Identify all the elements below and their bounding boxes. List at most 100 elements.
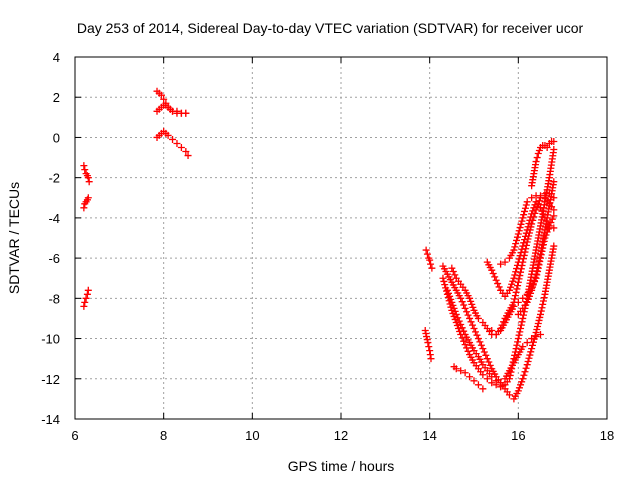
data-point-interp	[467, 318, 475, 326]
data-point-interp	[471, 328, 479, 336]
data-point-interp	[534, 263, 542, 271]
data-point	[452, 310, 460, 318]
data-point	[457, 320, 465, 328]
data-point	[427, 260, 435, 268]
data-point-interp	[480, 348, 488, 356]
data-point-interp	[539, 300, 547, 308]
series-6	[153, 127, 192, 160]
data-point-interp	[463, 308, 471, 316]
data-point-interp	[447, 295, 455, 303]
data-point-interp	[529, 280, 537, 288]
data-point-interp	[515, 227, 523, 235]
data-point	[519, 294, 527, 302]
data-point	[177, 144, 185, 151]
data-point	[550, 137, 558, 145]
data-point-interp	[467, 297, 475, 305]
data-point-interp	[517, 321, 525, 329]
series-1	[80, 162, 93, 186]
data-point-interp	[521, 368, 529, 376]
data-point-interp	[524, 235, 532, 243]
series-15	[488, 190, 558, 339]
data-point	[470, 377, 478, 385]
data-point	[510, 298, 518, 306]
data-point-interp	[513, 341, 521, 349]
data-point	[492, 276, 500, 284]
data-point-interp	[534, 319, 542, 327]
data-point	[466, 294, 474, 302]
data-point-interp	[451, 271, 459, 279]
data-point	[483, 355, 491, 363]
data-point	[474, 381, 482, 389]
data-point-interp	[516, 272, 524, 280]
data-point	[461, 341, 469, 349]
data-point	[461, 369, 469, 377]
data-point-interp	[515, 275, 523, 283]
chart-title: Day 253 of 2014, Sidereal Day-to-day VTE…	[77, 20, 584, 36]
data-point-interp	[526, 351, 534, 359]
data-point-interp	[449, 301, 457, 309]
data-point	[532, 158, 540, 166]
data-point-interp	[533, 154, 541, 162]
x-axis-label: GPS time / hours	[288, 458, 395, 474]
data-point	[427, 355, 435, 363]
data-point-interp	[518, 318, 526, 326]
series-18	[514, 178, 558, 318]
data-point-interp	[454, 314, 462, 322]
data-point-interp	[529, 216, 537, 224]
data-point-interp	[513, 236, 521, 244]
data-point-interp	[534, 200, 542, 208]
series-8	[421, 327, 435, 363]
x-tick-label: 16	[511, 428, 525, 443]
y-tick-label: -2	[48, 171, 60, 186]
data-point	[528, 194, 536, 202]
data-point	[164, 131, 172, 139]
data-point	[519, 258, 527, 266]
data-point-interp	[498, 321, 506, 329]
data-point	[532, 333, 540, 341]
data-point	[80, 162, 88, 170]
data-point-interp	[521, 248, 529, 256]
data-point-interp	[423, 336, 431, 344]
data-point-interp	[451, 307, 459, 315]
data-point-interp	[507, 283, 515, 291]
data-point-interp	[531, 209, 539, 217]
y-tick-label: -8	[48, 291, 60, 306]
data-point-interp	[454, 325, 462, 332]
data-point-interp	[486, 361, 494, 369]
data-points	[80, 87, 558, 403]
data-point	[528, 335, 536, 343]
data-point-interp	[535, 147, 543, 155]
data-point	[479, 385, 487, 393]
series-13	[448, 212, 558, 339]
data-point	[514, 230, 522, 238]
data-point-interp	[535, 257, 543, 265]
data-point	[519, 375, 527, 383]
data-point-interp	[509, 277, 517, 285]
data-point-interp	[525, 229, 533, 237]
data-point	[532, 206, 540, 214]
data-point-interp	[489, 270, 497, 278]
data-point-interp	[534, 322, 542, 330]
data-point	[550, 178, 558, 186]
data-point-interp	[522, 364, 530, 372]
data-point-interp	[538, 207, 546, 215]
data-point-interp	[511, 295, 519, 303]
data-point	[537, 331, 544, 339]
data-point-interp	[535, 197, 543, 205]
data-point-interp	[531, 332, 539, 340]
data-point	[466, 314, 474, 322]
data-point-interp	[446, 292, 454, 300]
x-tick-label: 6	[71, 428, 78, 443]
data-point	[514, 278, 522, 286]
data-point-interp	[450, 304, 458, 312]
data-point-interp	[520, 211, 528, 219]
series-11	[443, 286, 544, 387]
data-point	[523, 298, 531, 306]
x-tick-label: 18	[600, 428, 614, 443]
data-point	[528, 220, 536, 228]
data-point	[488, 327, 496, 335]
data-point-interp	[469, 303, 477, 311]
y-axis-label: SDTVAR / TECUs	[6, 182, 22, 294]
data-point	[488, 266, 496, 274]
